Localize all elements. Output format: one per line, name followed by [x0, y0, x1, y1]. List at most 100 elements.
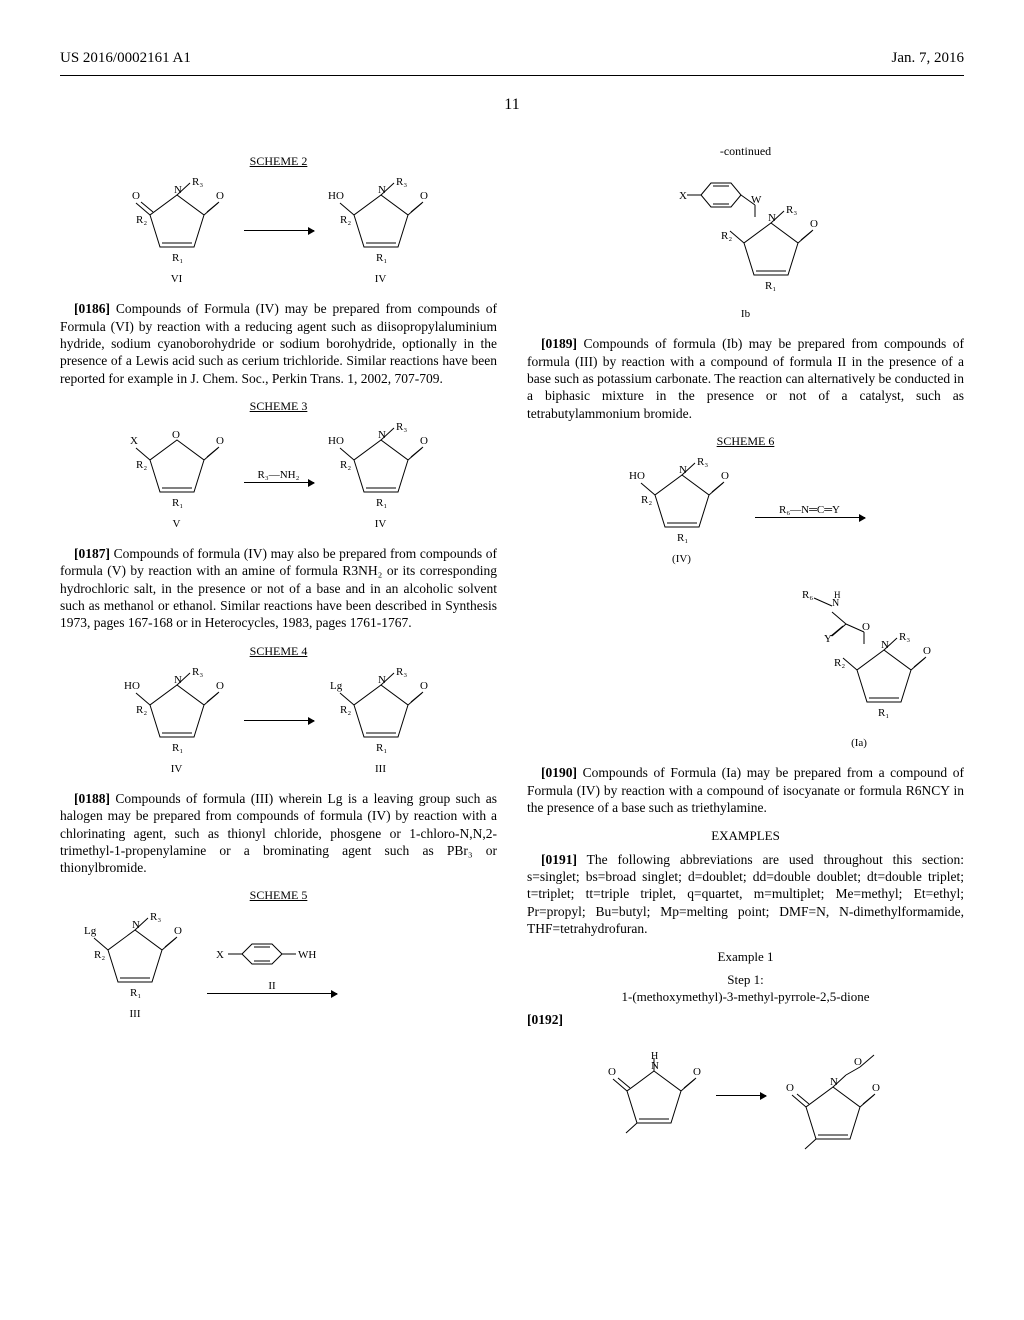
- svg-text:O: O: [420, 435, 428, 447]
- page-number: 11: [60, 96, 964, 114]
- svg-text:HO: HO: [629, 470, 645, 482]
- svg-text:O: O: [693, 1066, 701, 1078]
- step1-name: 1-(methoxymethyl)-3-methyl-pyrrole-2,5-d…: [621, 989, 869, 1004]
- right-column: -continued: [527, 144, 964, 1165]
- svg-text:R₆: R₆: [802, 589, 813, 601]
- svg-text:Y: Y: [824, 633, 832, 645]
- para-0187-num: [0187]: [74, 546, 110, 561]
- para-0186-text: Compounds of Formula (IV) may be prepare…: [60, 301, 497, 385]
- content-columns: SCHEME 2 O O R₃: [60, 144, 964, 1165]
- svg-text:R₃: R₃: [192, 176, 203, 188]
- step1-label: Step 1:: [727, 972, 763, 987]
- svg-text:R₁: R₁: [172, 252, 183, 264]
- svg-text:X: X: [679, 190, 687, 202]
- svg-text:HO: HO: [124, 680, 140, 692]
- svg-text:X: X: [216, 949, 224, 961]
- para-0190-text: Compounds of Formula (Ia) may be prepare…: [527, 765, 964, 815]
- svg-text:N: N: [679, 464, 687, 476]
- para-0186-num: [0186]: [74, 301, 110, 316]
- continued-label: -continued: [527, 144, 964, 159]
- scheme3-label: SCHEME 3: [60, 399, 497, 414]
- svg-text:R₁: R₁: [130, 987, 141, 999]
- para-0186: [0186] Compounds of Formula (IV) may be …: [60, 300, 497, 386]
- svg-text:R₁: R₁: [677, 532, 688, 544]
- para-0190: [0190] Compounds of Formula (Ia) may be …: [527, 764, 964, 816]
- svg-text:O: O: [174, 925, 182, 937]
- svg-text:H: H: [834, 590, 841, 600]
- svg-text:R₁: R₁: [376, 497, 387, 509]
- svg-text:N: N: [378, 674, 386, 686]
- para-0192: [0192]: [527, 1011, 964, 1028]
- para-0189: [0189] Compounds of formula (Ib) may be …: [527, 335, 964, 421]
- para-0187: [0187] Compounds of formula (IV) may als…: [60, 545, 497, 631]
- svg-text:O: O: [132, 190, 140, 202]
- svg-text:R₃: R₃: [396, 666, 407, 678]
- scheme6-iv-label: (IV): [627, 552, 737, 566]
- scheme2-struct-iv: HO O R₃ N R₂ R₁ IV: [326, 175, 436, 286]
- svg-text:O: O: [216, 435, 224, 447]
- svg-text:N: N: [830, 1076, 838, 1088]
- scheme5-struct-iii: Lg O R₃ N R₂ R₁ III: [80, 910, 190, 1021]
- svg-text:R₂: R₂: [136, 459, 147, 471]
- svg-text:O: O: [810, 218, 818, 230]
- svg-text:O: O: [854, 1056, 862, 1068]
- doc-number: US 2016/0002161 A1: [60, 50, 191, 67]
- scheme5-label: SCHEME 5: [60, 888, 497, 903]
- svg-text:N: N: [881, 639, 889, 651]
- para-0191-num: [0191]: [541, 852, 577, 867]
- scheme4-diagram: HO O R₃ N R₂ R₁ IV: [60, 665, 497, 776]
- svg-text:R₂: R₂: [641, 494, 652, 506]
- scheme6-label: SCHEME 6: [527, 434, 964, 449]
- svg-text:R₂: R₂: [340, 459, 351, 471]
- scheme3-iv-label: IV: [326, 517, 436, 531]
- svg-text:R₃: R₃: [396, 421, 407, 433]
- para-0188-num: [0188]: [74, 791, 110, 806]
- scheme6-struct-ia: R₆ N H Y O R₃ N O R₂ R₁ (Ia): [774, 584, 944, 750]
- scheme6-diagram: HO O R₃ N R₂ R₁ (IV) R₆—N═C═Y: [527, 455, 964, 750]
- svg-text:O: O: [420, 190, 428, 202]
- scheme6-arrow-label: R₆—N═C═Y: [779, 504, 840, 517]
- scheme4-struct-iv: HO O R₃ N R₂ R₁ IV: [122, 665, 232, 776]
- para-0188: [0188] Compounds of formula (III) wherei…: [60, 790, 497, 876]
- para-0191-text: The following abbreviations are used thr…: [527, 852, 964, 936]
- svg-text:N: N: [174, 674, 182, 686]
- left-column: SCHEME 2 O O R₃: [60, 144, 497, 1165]
- scheme2-struct-vi: O O R₃ N R₂ R₁ VI: [122, 175, 232, 286]
- para-0191: [0191] The following abbreviations are u…: [527, 851, 964, 937]
- scheme4-arrow: [244, 720, 314, 721]
- scheme6-ia-label: (Ia): [774, 736, 944, 750]
- header-rule: [60, 75, 964, 76]
- scheme2-iv-label: IV: [326, 272, 436, 286]
- svg-text:O: O: [216, 680, 224, 692]
- scheme4-iv-label: IV: [122, 762, 232, 776]
- svg-text:N: N: [378, 184, 386, 196]
- svg-text:W: W: [751, 194, 762, 206]
- svg-text:R₁: R₁: [172, 742, 183, 754]
- para-0189-num: [0189]: [541, 336, 577, 351]
- scheme3-v-label: V: [122, 517, 232, 531]
- scheme2-label: SCHEME 2: [60, 154, 497, 169]
- scheme5-iii-label: III: [80, 1007, 190, 1021]
- scheme6-arrow: R₆—N═C═Y: [755, 504, 865, 518]
- scheme4-struct-iii: Lg O R₃ N R₂ R₁ III: [326, 665, 436, 776]
- scheme4-iii-label: III: [326, 762, 436, 776]
- svg-text:O: O: [420, 680, 428, 692]
- scheme4-label: SCHEME 4: [60, 644, 497, 659]
- scheme6-struct-iv: HO O R₃ N R₂ R₁ (IV): [627, 455, 737, 566]
- svg-text:O: O: [872, 1082, 880, 1094]
- page-header: US 2016/0002161 A1 Jan. 7, 2016: [60, 50, 964, 67]
- svg-text:O: O: [172, 429, 180, 441]
- example1-diagram: O O N H: [527, 1041, 964, 1151]
- doc-date: Jan. 7, 2016: [892, 50, 965, 67]
- svg-text:Lg: Lg: [330, 680, 343, 692]
- scheme3-arrow: R₃—NH₂: [244, 469, 314, 483]
- examples-heading: EXAMPLES: [527, 828, 964, 845]
- svg-text:Lg: Lg: [84, 925, 97, 937]
- svg-text:N: N: [378, 429, 386, 441]
- scheme2-arrow: [244, 230, 314, 231]
- svg-text:O: O: [786, 1082, 794, 1094]
- svg-text:N: N: [132, 919, 140, 931]
- svg-text:HO: HO: [328, 435, 344, 447]
- svg-text:R₃: R₃: [396, 176, 407, 188]
- svg-text:R₁: R₁: [376, 252, 387, 264]
